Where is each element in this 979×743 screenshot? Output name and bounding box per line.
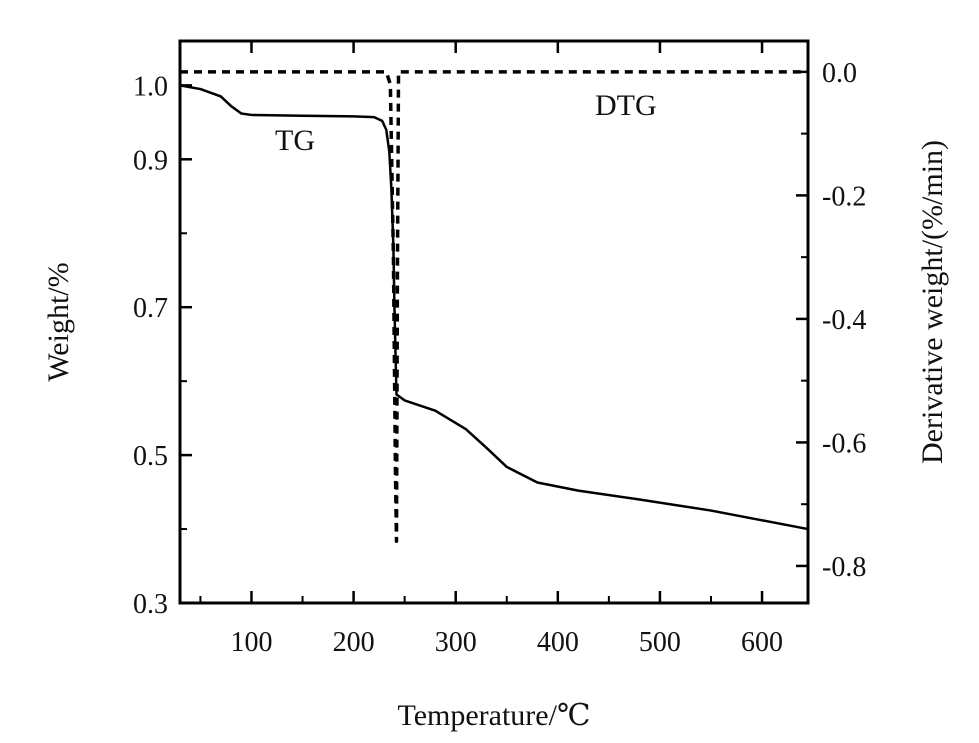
y-axis-left-title: Weight/%: [42, 262, 75, 381]
x-tick-label: 600: [741, 627, 783, 658]
plot-frame: [178, 39, 810, 605]
y-right-tick-label: -0.8: [822, 552, 866, 583]
series-layer: [179, 70, 809, 543]
y-right-tick-label: -0.6: [822, 428, 866, 459]
y-left-tick-label: 0.5: [133, 441, 168, 472]
x-tick-label: 400: [537, 627, 579, 658]
x-tick-label: 300: [435, 627, 477, 658]
y-right-tick-label: -0.2: [822, 181, 866, 212]
x-tick-label: 500: [639, 627, 681, 658]
dtg-annotation: DTG: [595, 89, 657, 122]
ticks-layer: [180, 41, 808, 605]
x-axis-title: Temperature/℃: [397, 699, 590, 732]
x-tick-label: 200: [333, 627, 375, 658]
labels-layer: 100 200 300 400 500 600 1.0 0.9 0.7 0.5 0.3 0.0 -0.2…: [133, 58, 866, 658]
x-tick-label: 100: [230, 627, 272, 658]
y-left-tick-label: 0.9: [133, 145, 168, 176]
y-left-tick-label: 0.7: [133, 293, 168, 324]
y-right-tick-label: 0.0: [822, 58, 857, 89]
y-axis-right-title: Derivative weight/(%/min): [916, 140, 949, 464]
series-line-dtg: [180, 70, 808, 543]
y-right-tick-label: -0.4: [822, 305, 866, 336]
y-left-tick-label: 0.3: [133, 589, 168, 620]
tg-annotation: TG: [275, 124, 315, 157]
y-left-tick-label: 1.0: [133, 71, 168, 102]
